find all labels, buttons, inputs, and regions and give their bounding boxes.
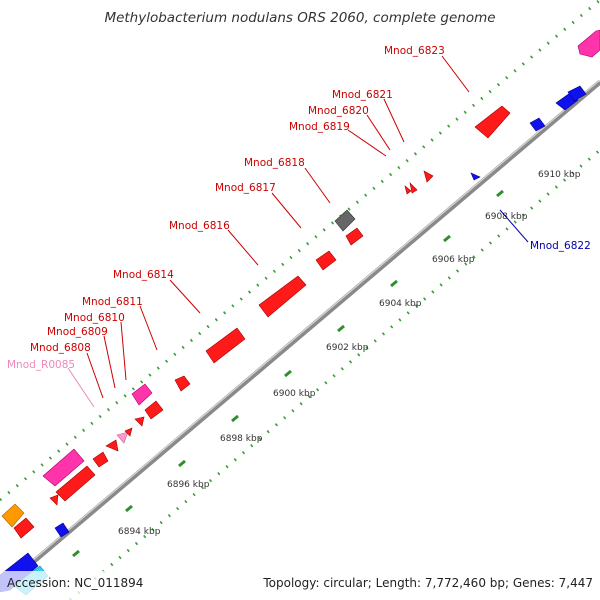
coord-label-6894: 6894 kbp	[118, 527, 161, 537]
coord-label-6898: 6898 kbp	[220, 434, 263, 444]
gene-arrow-mnod-6808[interactable]	[134, 416, 145, 427]
forward-gene-track	[1, 29, 600, 539]
accession-label: Accession: NC_011894	[7, 576, 143, 590]
gene-label-mnod-6817[interactable]: Mnod_6817	[215, 182, 276, 194]
gene-arrow-mnod-6810[interactable]	[174, 375, 191, 392]
tick-6908	[443, 234, 451, 243]
gene-label-mnod-6819[interactable]: Mnod_6819	[289, 121, 350, 133]
gene-arrow-small-pink[interactable]	[116, 431, 129, 444]
tick-6906	[390, 279, 398, 288]
gene-arrow-mnod-6809[interactable]	[144, 400, 164, 420]
tick-6898	[178, 459, 186, 468]
gene-arrow-red-large[interactable]	[55, 465, 96, 502]
coord-label-6906: 6906 kbp	[432, 255, 475, 265]
gene-label-mnod-6818[interactable]: Mnod_6818	[244, 157, 305, 169]
forward-tick-track	[0, 0, 600, 502]
gene-arrow-pink-large[interactable]	[42, 448, 85, 487]
gene-arrow-blue-b[interactable]	[567, 85, 587, 102]
leader-mnod-6817	[271, 192, 302, 229]
gene-labels: Mnod_6823 Mnod_6821 Mnod_6820 Mnod_6819 …	[7, 45, 591, 371]
genome-backbone	[0, 79, 600, 592]
gene-label-mnod-6808[interactable]: Mnod_6808	[30, 342, 91, 354]
map-title: Methylobacterium nodulans ORS 2060, comp…	[104, 10, 495, 26]
gene-arrow-small-red-c[interactable]	[92, 451, 109, 468]
leader-mnod-6818	[304, 167, 331, 204]
coord-label-6902: 6902 kbp	[326, 343, 369, 353]
tick-6900	[231, 414, 239, 423]
tick-6902	[284, 369, 292, 378]
gene-arrow-mnod-6820[interactable]	[409, 182, 418, 194]
leader-mnod-6808	[86, 352, 104, 399]
tick-6910	[496, 189, 504, 198]
gene-label-mnod-6810[interactable]: Mnod_6810	[64, 312, 125, 324]
gene-arrow-blue-d[interactable]	[54, 522, 70, 538]
gene-label-mnod-6821[interactable]: Mnod_6821	[332, 89, 393, 101]
genome-summary-label: Topology: circular; Length: 7,772,460 bp…	[262, 576, 593, 590]
reverse-tick-track	[69, 148, 600, 600]
coord-label-6896: 6896 kbp	[167, 480, 210, 490]
gene-label-mnod-6823[interactable]: Mnod_6823	[384, 45, 445, 57]
leader-mnod-6816	[227, 229, 259, 266]
gene-arrow-mnod-6811[interactable]	[205, 327, 246, 364]
leader-mnod-6822	[499, 209, 529, 243]
coord-label-6910: 6910 kbp	[538, 170, 581, 180]
gene-arrow-mnod-6822[interactable]	[470, 172, 481, 181]
gene-arrow-small-red-a[interactable]	[124, 427, 133, 437]
backbone-highlight	[0, 79, 600, 589]
leader-mnod-6821	[383, 98, 405, 143]
tick-6904	[337, 324, 345, 333]
gene-arrow-mnod-6816[interactable]	[315, 250, 337, 271]
gene-box-mnod-6818[interactable]	[334, 209, 356, 232]
leader-mnod-r0085	[67, 367, 95, 408]
forward-minor-ticks	[0, 0, 600, 502]
gene-arrow-mnod-6814[interactable]	[258, 275, 307, 318]
leader-mnod-6814	[169, 279, 201, 314]
tick-6896	[125, 504, 133, 513]
leader-mnod-6811	[139, 305, 158, 351]
leader-mnod-6820	[366, 114, 391, 151]
leader-mnod-6819	[347, 129, 387, 157]
gene-arrow-mnod-r0085[interactable]	[131, 383, 153, 406]
gene-label-mnod-6814[interactable]: Mnod_6814	[113, 269, 174, 281]
gene-label-mnod-6820[interactable]: Mnod_6820	[308, 105, 369, 117]
backbone-line	[0, 80, 600, 592]
coord-label-6900: 6900 kbp	[273, 389, 316, 399]
leader-mnod-6809	[103, 335, 116, 389]
coord-label-6904: 6904 kbp	[379, 299, 422, 309]
footer-background	[0, 571, 600, 600]
tick-6894	[72, 549, 80, 558]
gene-box-orange[interactable]	[1, 503, 25, 528]
gene-label-mnod-6816[interactable]: Mnod_6816	[169, 220, 230, 232]
leader-mnod-6823	[441, 55, 470, 93]
gene-arrow-small-red-d[interactable]	[49, 494, 59, 506]
gene-arrow-small-red-b[interactable]	[105, 439, 119, 452]
gene-arrow-pink-edge[interactable]	[577, 29, 600, 58]
gene-arrow-mnod-6819[interactable]	[404, 185, 412, 195]
gene-arrow-red-edge[interactable]	[13, 517, 35, 539]
label-leader-lines	[67, 55, 529, 408]
gene-arrow-mnod-6821[interactable]	[423, 170, 434, 183]
footer-bar: Accession: NC_011894 Topology: circular;…	[0, 571, 600, 600]
gene-arrow-mnod-6823[interactable]	[474, 105, 511, 139]
gene-label-mnod-6811[interactable]: Mnod_6811	[82, 296, 143, 308]
gene-label-mnod-6809[interactable]: Mnod_6809	[47, 326, 108, 338]
leader-mnod-6810	[120, 321, 127, 381]
gene-arrow-mnod-6817[interactable]	[345, 227, 364, 246]
gene-label-mnod-6822[interactable]: Mnod_6822	[530, 240, 591, 252]
gene-label-mnod-r0085[interactable]: Mnod_R0085	[7, 359, 75, 371]
gene-arrow-blue-c[interactable]	[529, 117, 546, 132]
